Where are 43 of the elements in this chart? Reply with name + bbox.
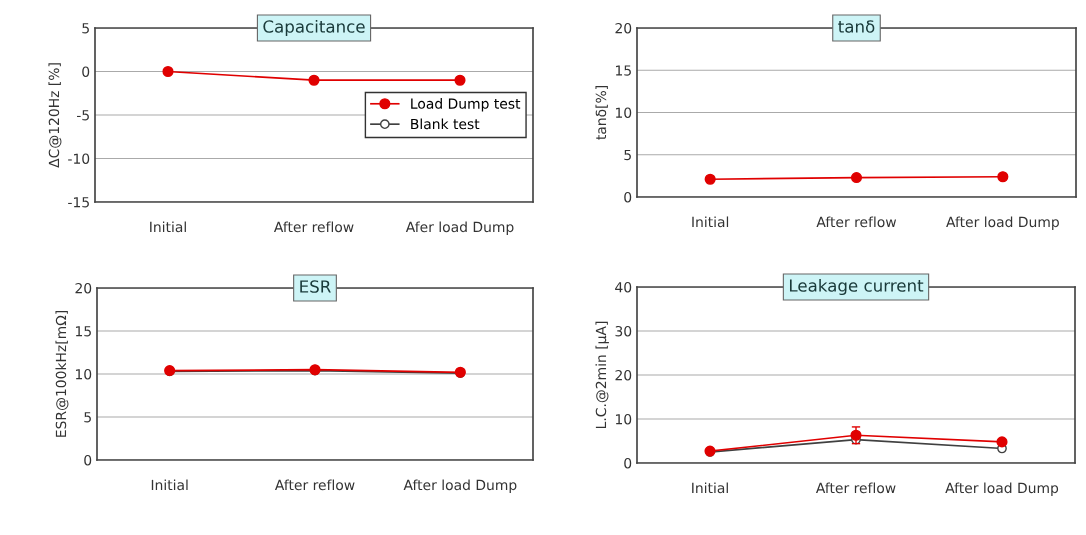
chart-title: Capacitance — [263, 19, 365, 37]
x-tick-label: Initial — [692, 482, 728, 494]
x-tick-label: After load Dump — [945, 482, 1059, 496]
y-tick-label: 0 — [82, 66, 90, 77]
y-tick-label: 20 — [615, 369, 632, 381]
y-tick-label: -15 — [68, 197, 89, 208]
y-tick-label: 5 — [82, 23, 89, 34]
y-tick-label: 20 — [615, 22, 632, 34]
y-tick-label: -10 — [68, 153, 90, 164]
x-tick-label: After reflow — [815, 482, 896, 494]
y-tick-label: 10 — [615, 413, 632, 425]
y-tick-label: 10 — [75, 368, 92, 380]
y-axis-title: ΔC@120Hz [%] — [48, 63, 62, 168]
y-tick-label: 15 — [75, 326, 91, 337]
point — [996, 436, 1008, 448]
legend-label: Load Dump test — [411, 98, 521, 112]
chart-title: ESR — [300, 280, 331, 293]
x-tick-label: Afer load Dump — [405, 221, 514, 235]
y-tick-label: 20 — [75, 282, 92, 294]
y-axis-title: ESR@100kHz[mΩ] — [55, 311, 69, 437]
x-tick-label: Initial — [692, 216, 729, 228]
x-tick-label: After load Dump — [946, 216, 1059, 230]
chart-title: tanδ — [838, 20, 875, 33]
x-tick-label: After reflow — [274, 479, 355, 491]
chart-title: Leakage current — [789, 278, 924, 296]
y-axis-title: L.C.@2min [μA] — [595, 321, 609, 429]
y-tick-label: 30 — [615, 325, 632, 337]
x-tick-label: After reflow — [273, 221, 354, 233]
x-tick-label: Initial — [151, 479, 188, 491]
y-tick-label: 15 — [615, 65, 631, 76]
x-tick-label: After load Dump — [403, 479, 517, 493]
x-tick-label: After reflow — [816, 216, 897, 228]
y-tick-label: 0 — [624, 191, 632, 203]
y-tick-label: 40 — [615, 281, 632, 293]
y-tick-label: 5 — [84, 412, 91, 423]
y-tick-label: 5 — [624, 149, 631, 161]
y-axis-title: tanδ[%] — [595, 86, 608, 140]
y-tick-label: -5 — [76, 110, 89, 121]
y-tick-label: 0 — [624, 457, 632, 469]
y-tick-label: 10 — [615, 107, 632, 118]
x-tick-label: Initial — [150, 221, 186, 233]
y-tick-label: 0 — [84, 454, 92, 466]
legend-label: Blank test — [411, 118, 480, 130]
